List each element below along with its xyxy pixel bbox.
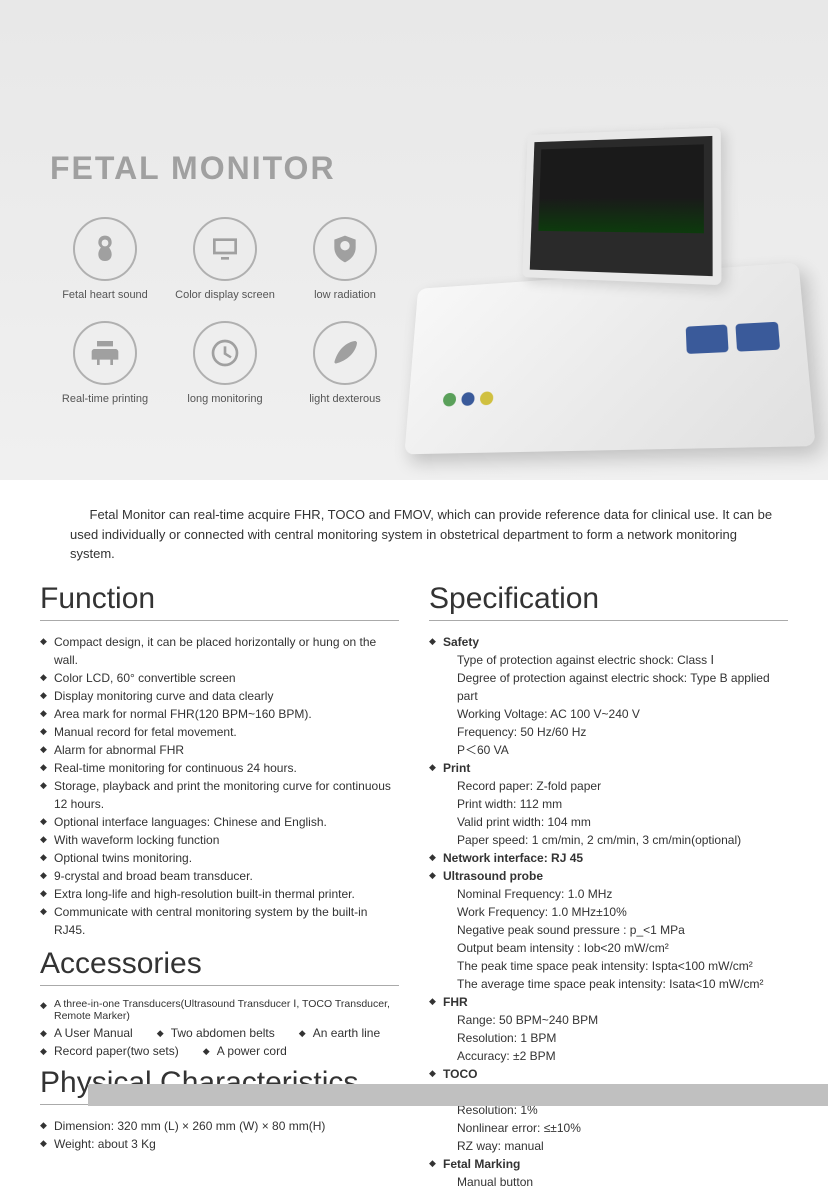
spec-fetal-marking: Fetal Marking Manual button [429, 1155, 788, 1191]
list-item: Two abdomen belts [157, 1026, 275, 1040]
spec-label: Network interface: RJ 45 [443, 851, 583, 865]
device-screen [522, 127, 721, 285]
spec-label: FHR [443, 995, 468, 1009]
list-item: Work Frequency: 1.0 MHz±10% [457, 903, 788, 921]
list-item: Valid print width: 104 mm [457, 813, 788, 831]
spec-toco: TOCO Range: 0~100% Resolution: 1% Nonlin… [429, 1065, 788, 1155]
device-port [686, 324, 729, 354]
feature-screen: Color display screen [170, 217, 280, 301]
list-item: Optional twins monitoring. [40, 849, 399, 867]
list-item: A User Manual [40, 1026, 133, 1040]
list-item: A power cord [203, 1044, 287, 1058]
feature-feather: light dexterous [290, 321, 400, 405]
device-base [404, 262, 815, 454]
list-item: Manual button [457, 1173, 788, 1191]
spec-label: Fetal Marking [443, 1157, 520, 1171]
feature-label: Fetal heart sound [62, 289, 148, 301]
list-item: Working Voltage: AC 100 V~240 V [457, 705, 788, 723]
spec-label: Safety [443, 635, 479, 649]
accessories-list: A three-in-one Transducers(Ultrasound Tr… [40, 998, 399, 1058]
list-item: Communicate with central monitoring syst… [40, 903, 399, 939]
list-item: P＜60 VA [457, 741, 788, 759]
list-item: Storage, playback and print the monitori… [40, 777, 399, 813]
device-port [735, 322, 780, 352]
list-item: Output beam intensity : Iob<20 mW/cm² [457, 939, 788, 957]
device-port [480, 391, 494, 405]
list-item: Frequency: 50 Hz/60 Hz [457, 723, 788, 741]
list-item: The peak time space peak intensity: Ispt… [457, 957, 788, 975]
feature-printer: Real-time printing [50, 321, 160, 405]
list-item: Nominal Frequency: 1.0 MHz [457, 885, 788, 903]
function-list: Compact design, it can be placed horizon… [40, 633, 399, 939]
list-item: Nonlinear error: ≤±10% [457, 1119, 788, 1137]
printer-icon [73, 321, 137, 385]
screen-icon [193, 217, 257, 281]
device-port [461, 392, 475, 406]
fetal-icon [73, 217, 137, 281]
feather-icon [313, 321, 377, 385]
list-item: Area mark for normal FHR(120 BPM~160 BPM… [40, 705, 399, 723]
list-item: Dimension: 320 mm (L) × 260 mm (W) × 80 … [40, 1117, 399, 1135]
list-item: Range: 50 BPM~240 BPM [457, 1011, 788, 1029]
feature-shield: low radiation [290, 217, 400, 301]
spec-fhr: FHR Range: 50 BPM~240 BPM Resolution: 1 … [429, 993, 788, 1065]
device-port [443, 393, 457, 407]
feature-fetal: Fetal heart sound [50, 217, 160, 301]
list-item: Weight: about 3 Kg [40, 1135, 399, 1153]
spec-print: Print Record paper: Z-fold paper Print w… [429, 759, 788, 849]
list-item: Resolution: 1 BPM [457, 1029, 788, 1047]
list-item: Color LCD, 60° convertible screen [40, 669, 399, 687]
specification-title: Specification [429, 582, 788, 621]
list-item: Record paper: Z-fold paper [457, 777, 788, 795]
accessories-title: Accessories [40, 947, 399, 986]
footer-bar [88, 1084, 828, 1106]
list-item: Record paper(two sets) [40, 1044, 179, 1058]
specification-list: Safety Type of protection against electr… [429, 633, 788, 1191]
list-item: Degree of protection against electric sh… [457, 669, 788, 705]
shield-icon [313, 217, 377, 281]
hero-section: FETAL MONITOR Fetal heart sound Color di… [0, 0, 828, 480]
spec-label: Print [443, 761, 470, 775]
feature-label: low radiation [314, 289, 376, 301]
list-item: Alarm for abnormal FHR [40, 741, 399, 759]
list-item: Manual record for fetal movement. [40, 723, 399, 741]
intro-text: Fetal Monitor can real-time acquire FHR,… [0, 480, 828, 574]
spec-safety: Safety Type of protection against electr… [429, 633, 788, 759]
feature-label: Real-time printing [62, 393, 148, 405]
list-item: RZ way: manual [457, 1137, 788, 1155]
list-item: Accuracy: ±2 BPM [457, 1047, 788, 1065]
spec-label: TOCO [443, 1067, 477, 1081]
device-illustration [398, 130, 798, 450]
clock-icon [193, 321, 257, 385]
list-item: 9-crystal and broad beam transducer. [40, 867, 399, 885]
list-item: Negative peak sound pressure : p_<1 MPa [457, 921, 788, 939]
list-item: Optional interface languages: Chinese an… [40, 813, 399, 831]
feature-label: Color display screen [175, 289, 275, 301]
list-item: With waveform locking function [40, 831, 399, 849]
list-item: Paper speed: 1 cm/min, 2 cm/min, 3 cm/mi… [457, 831, 788, 849]
list-item: Print width: 112 mm [457, 795, 788, 813]
feature-clock: long monitoring [170, 321, 280, 405]
list-item: A three-in-one Transducers(Ultrasound Tr… [40, 998, 399, 1022]
spec-network: Network interface: RJ 45 [429, 849, 788, 867]
function-title: Function [40, 582, 399, 621]
list-item: Display monitoring curve and data clearl… [40, 687, 399, 705]
spec-ultrasound: Ultrasound probe Nominal Frequency: 1.0 … [429, 867, 788, 993]
feature-label: light dexterous [309, 393, 381, 405]
feature-label: long monitoring [187, 393, 262, 405]
spec-label: Ultrasound probe [443, 869, 543, 883]
list-item: Compact design, it can be placed horizon… [40, 633, 399, 669]
list-item: Real-time monitoring for continuous 24 h… [40, 759, 399, 777]
list-item: An earth line [299, 1026, 380, 1040]
list-item: Extra long-life and high-resolution buil… [40, 885, 399, 903]
list-item: Type of protection against electric shoc… [457, 651, 788, 669]
list-item: The average time space peak intensity: I… [457, 975, 788, 993]
physical-list: Dimension: 320 mm (L) × 260 mm (W) × 80 … [40, 1117, 399, 1153]
